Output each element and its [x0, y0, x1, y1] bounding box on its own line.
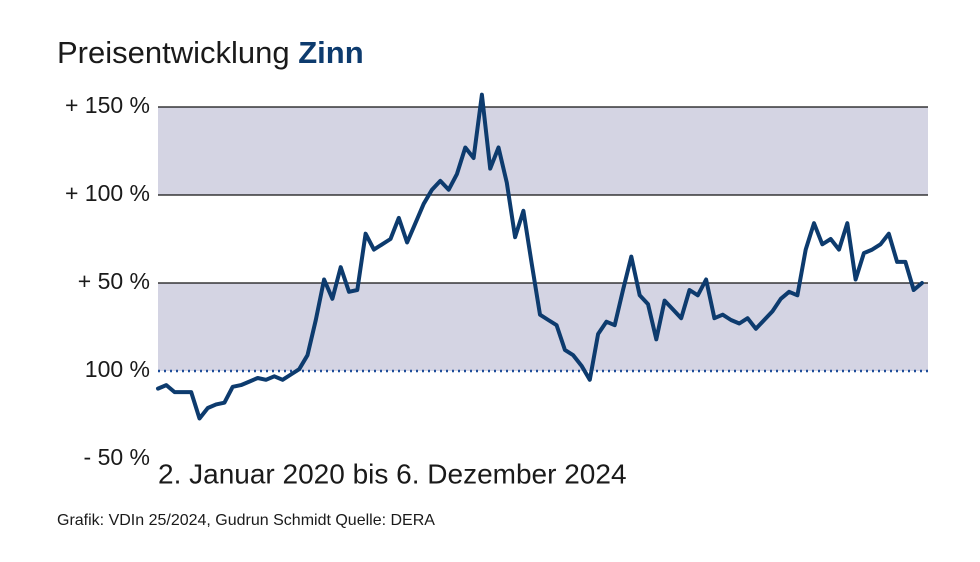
footer: Grafik: VDIn 25/2024, Gudrun Schmidt Que… — [57, 512, 435, 529]
y-tick-label: + 100 % — [65, 180, 150, 206]
title-emphasis: Zinn — [298, 35, 363, 70]
title-text: Preisentwicklung — [57, 35, 290, 70]
y-tick-label: + 50 % — [78, 268, 150, 294]
price-line — [156, 92, 924, 421]
chart-title: Preisentwicklung Zinn — [57, 35, 364, 70]
band — [158, 283, 928, 371]
y-tick-label: - 50 % — [84, 444, 150, 470]
band — [158, 107, 928, 195]
y-tick-label: + 150 % — [65, 92, 150, 118]
y-tick-label: 100 % — [85, 356, 150, 382]
subtitle: 2. Januar 2020 bis 6. Dezember 2024 — [158, 458, 627, 489]
